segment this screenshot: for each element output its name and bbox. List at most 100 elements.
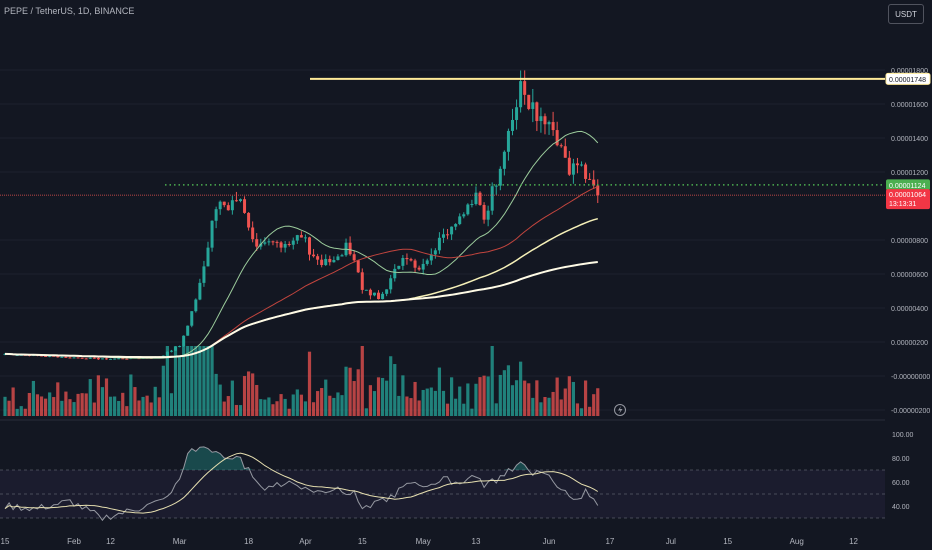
price-axis[interactable]: 0.00001800 0.00001600 0.00001400 0.00001200… <box>885 68 931 415</box>
candle-body[interactable] <box>441 234 445 238</box>
candle-body[interactable] <box>328 258 332 263</box>
candle-body[interactable] <box>425 260 429 264</box>
candle-body[interactable] <box>234 200 238 202</box>
candle-body[interactable] <box>401 257 405 266</box>
candle-body[interactable] <box>592 179 596 186</box>
candle-body[interactable] <box>214 209 218 221</box>
candle-body[interactable] <box>539 116 543 122</box>
candle-body[interactable] <box>458 216 462 225</box>
candle-body[interactable] <box>125 358 129 360</box>
candle-body[interactable] <box>555 130 559 146</box>
candle-body[interactable] <box>502 151 506 169</box>
candle-body[interactable] <box>251 227 255 240</box>
candle-body[interactable] <box>409 259 413 261</box>
candle-body[interactable] <box>287 244 291 246</box>
candle-body[interactable] <box>56 356 60 358</box>
candle-body[interactable] <box>84 358 88 360</box>
replay-icon[interactable] <box>614 404 626 416</box>
candle-body[interactable] <box>320 259 324 266</box>
candle-body[interactable] <box>372 292 376 296</box>
candle-body[interactable] <box>222 201 226 206</box>
candle-body[interactable] <box>547 122 551 125</box>
candle-body[interactable] <box>174 346 178 351</box>
candle-body[interactable] <box>48 355 52 357</box>
candle-body[interactable] <box>88 357 92 359</box>
candle-body[interactable] <box>580 164 584 166</box>
candle-body[interactable] <box>531 102 535 109</box>
candle-body[interactable] <box>68 357 72 359</box>
candle-body[interactable] <box>567 157 571 175</box>
candle-body[interactable] <box>267 241 271 243</box>
candle-body[interactable] <box>190 311 194 326</box>
currency-selector[interactable]: USDT <box>888 4 924 24</box>
candle-body[interactable] <box>109 358 113 360</box>
candle-body[interactable] <box>186 325 190 336</box>
candle-body[interactable] <box>352 254 356 261</box>
candle-body[interactable] <box>543 116 547 125</box>
candle-body[interactable] <box>299 235 303 238</box>
candle-body[interactable] <box>523 81 527 95</box>
candle-body[interactable] <box>259 243 263 247</box>
candle-body[interactable] <box>381 293 385 300</box>
candle-body[interactable] <box>92 357 96 359</box>
candle-body[interactable] <box>255 239 259 247</box>
candle-body[interactable] <box>563 146 567 158</box>
candle-body[interactable] <box>283 244 287 248</box>
candle-body[interactable] <box>466 204 470 215</box>
candle-body[interactable] <box>527 94 531 109</box>
candle-body[interactable] <box>385 289 389 294</box>
candle-body[interactable] <box>506 130 510 152</box>
candles[interactable] <box>3 70 600 360</box>
candle-body[interactable] <box>76 357 80 359</box>
candle-body[interactable] <box>519 81 523 108</box>
candle-body[interactable] <box>303 237 307 239</box>
candle-body[interactable] <box>64 356 68 358</box>
candle-body[interactable] <box>559 145 563 147</box>
candle-body[interactable] <box>178 346 182 348</box>
candle-body[interactable] <box>210 220 214 248</box>
candle-body[interactable] <box>198 282 202 300</box>
candle-body[interactable] <box>263 242 267 244</box>
candle-body[interactable] <box>60 356 64 358</box>
candle-body[interactable] <box>368 289 372 296</box>
candle-body[interactable] <box>169 350 173 352</box>
candle-body[interactable] <box>230 200 234 211</box>
candle-body[interactable] <box>226 205 230 211</box>
candle-body[interactable] <box>340 255 344 257</box>
candle-body[interactable] <box>271 241 275 243</box>
candle-body[interactable] <box>433 250 437 255</box>
candle-body[interactable] <box>279 242 283 248</box>
candle-body[interactable] <box>437 237 441 251</box>
candle-body[interactable] <box>413 260 417 268</box>
candle-body[interactable] <box>324 258 328 266</box>
candle-body[interactable] <box>356 260 360 273</box>
candle-body[interactable] <box>393 268 397 279</box>
candle-body[interactable] <box>113 358 117 360</box>
candle-body[interactable] <box>584 164 588 179</box>
time-axis[interactable]: 15 Feb 12 Mar 18 Apr 15 May 13 Jun 17 Jul 15 Aug 12 <box>1 537 859 546</box>
candle-body[interactable] <box>312 254 316 257</box>
candle-body[interactable] <box>474 192 478 205</box>
candle-body[interactable] <box>96 357 100 360</box>
candle-body[interactable] <box>470 204 474 206</box>
candle-body[interactable] <box>72 357 76 359</box>
candle-body[interactable] <box>551 122 555 131</box>
candle-body[interactable] <box>490 186 494 211</box>
candle-body[interactable] <box>360 272 364 290</box>
candle-body[interactable] <box>397 265 401 269</box>
candle-body[interactable] <box>348 242 352 255</box>
candle-body[interactable] <box>291 240 295 245</box>
candle-body[interactable] <box>494 185 498 187</box>
candle-body[interactable] <box>405 257 409 260</box>
candle-body[interactable] <box>44 355 48 357</box>
candle-body[interactable] <box>117 358 121 360</box>
rsi-axis[interactable]: 100.00 80.00 60.00 40.00 <box>892 432 914 511</box>
candle-body[interactable] <box>80 357 84 359</box>
candle-body[interactable] <box>243 199 247 213</box>
candle-body[interactable] <box>389 278 393 290</box>
candle-body[interactable] <box>446 234 450 236</box>
candle-body[interactable] <box>588 178 592 180</box>
candle-body[interactable] <box>165 351 169 356</box>
candle-body[interactable] <box>462 214 466 217</box>
